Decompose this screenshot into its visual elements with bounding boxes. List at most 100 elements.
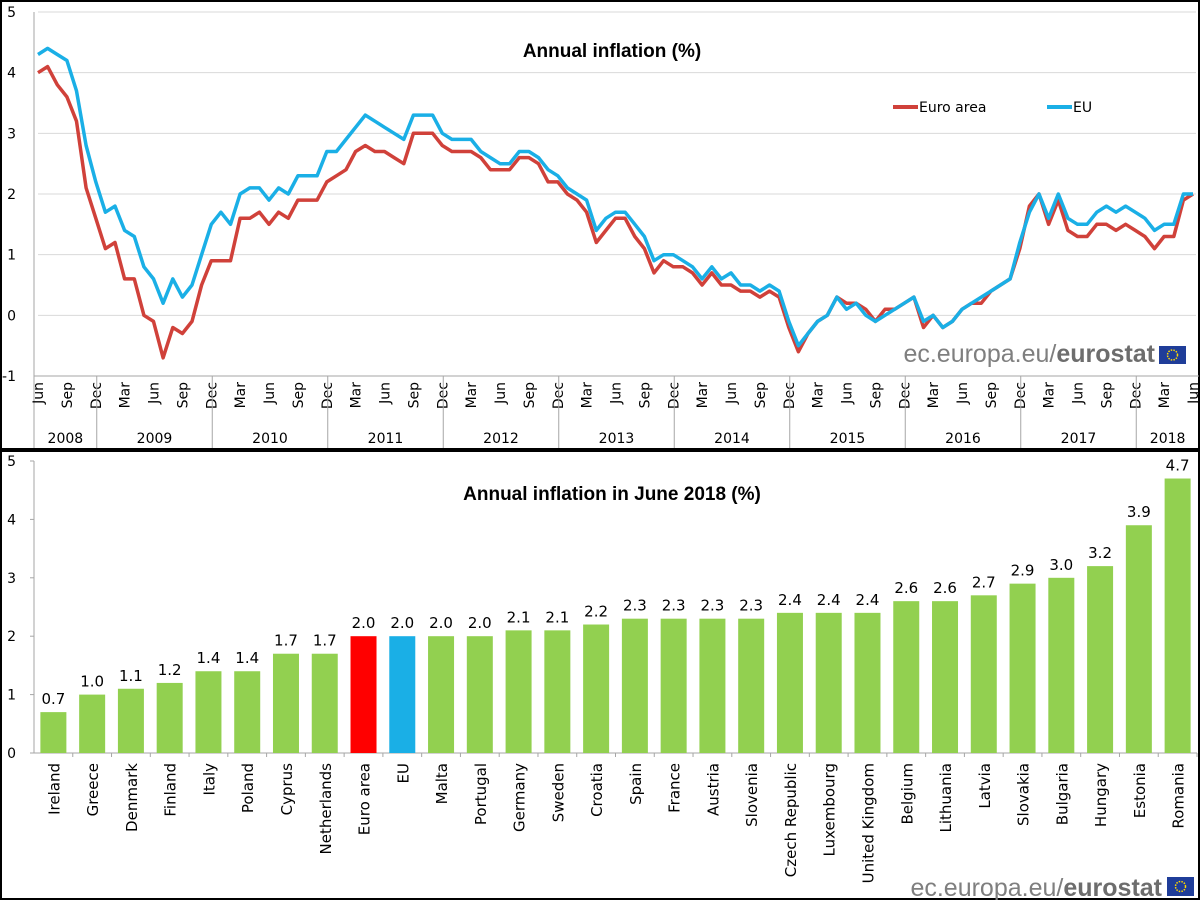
bar-united-kingdom: [854, 612, 881, 753]
svg-text:ec.europa.eu/eurostat: ec.europa.eu/eurostat: [910, 874, 1162, 900]
category-label: Hungary: [1092, 763, 1110, 827]
category-label: Italy: [200, 763, 218, 796]
category-label: Slovenia: [743, 763, 761, 827]
bar-chart-title: Annual inflation in June 2018 (%): [463, 484, 761, 505]
y-tick-label: 0: [7, 746, 16, 762]
data-label: 4.7: [1166, 457, 1190, 475]
data-label: 2.2: [584, 603, 608, 621]
bar-hungary: [1087, 566, 1114, 753]
x-month-label: Jun: [378, 382, 394, 405]
bar-croatia: [583, 624, 610, 753]
y-tick-label: 2: [7, 187, 16, 203]
x-month-label: Mar: [233, 382, 249, 409]
data-label: 3.9: [1127, 503, 1151, 521]
data-label: 2.1: [545, 608, 569, 626]
line-chart-series: [37, 46, 1194, 360]
data-label: 0.7: [41, 690, 65, 708]
x-month-label: Jun: [147, 382, 163, 405]
data-label: 2.4: [817, 591, 841, 609]
x-month-label: Jun: [840, 382, 856, 405]
data-label: 2.1: [507, 608, 531, 626]
category-label: Czech Republic: [782, 763, 800, 877]
category-label: Romania: [1170, 763, 1188, 829]
y-tick-label: 0: [7, 308, 16, 324]
bar-lithuania: [932, 601, 959, 753]
x-month-label: Sep: [753, 382, 769, 409]
x-year-label: 2018: [1150, 431, 1186, 447]
y-tick-label: -1: [2, 369, 16, 385]
category-label: France: [666, 763, 684, 813]
data-label: 2.3: [739, 597, 763, 615]
bar-poland: [234, 671, 261, 753]
data-label: 1.0: [80, 673, 104, 691]
bar-chart: 5 4 3 2 1 0 Ireland Greece Denmark Finland Italy Po…: [7, 454, 1198, 900]
category-label: Lithuania: [937, 763, 955, 832]
bar-slovakia: [1009, 583, 1036, 753]
category-label: United Kingdom: [859, 763, 877, 883]
bar-bulgaria: [1048, 577, 1075, 753]
category-label: Croatia: [588, 763, 606, 817]
x-month-label: Mar: [1042, 382, 1058, 409]
bar-belgium: [893, 601, 920, 753]
category-label: Bulgaria: [1053, 763, 1071, 825]
category-label: Poland: [239, 763, 257, 813]
category-label: Germany: [511, 763, 529, 832]
data-label: 2.3: [623, 597, 647, 615]
y-tick-label: 5: [7, 5, 16, 21]
x-month-label: Mar: [695, 382, 711, 409]
y-tick-label: 1: [7, 248, 16, 264]
legend-label-euro-area: Euro area: [919, 100, 986, 116]
eu-flag-icon: [1159, 346, 1186, 364]
svg-text:ec.europa.eu/eurostat: ec.europa.eu/eurostat: [903, 340, 1155, 368]
data-label: 2.0: [468, 614, 492, 632]
category-label: Latvia: [976, 763, 994, 809]
data-label: 2.4: [778, 591, 802, 609]
x-year-label: 2017: [1061, 431, 1097, 447]
category-label: Sweden: [549, 763, 567, 822]
data-label: 1.1: [119, 667, 143, 685]
bar-luxembourg: [815, 612, 842, 753]
bar-euro-area: [350, 636, 377, 753]
bar-chart-axes: 5 4 3 2 1 0 Ireland Greece Denmark Finland Italy Po…: [7, 454, 1198, 883]
eu-flag-icon: [1167, 877, 1194, 896]
bar-italy: [195, 671, 222, 753]
category-label: Malta: [433, 763, 451, 804]
category-label: Luxembourg: [821, 763, 839, 857]
bar-france: [660, 618, 687, 753]
x-month-label: Mar: [464, 382, 480, 409]
x-month-label: Sep: [291, 382, 307, 409]
data-label: 2.9: [1011, 562, 1035, 580]
data-label: 3.0: [1049, 556, 1073, 574]
x-month-label: Mar: [118, 382, 134, 409]
bar-sweden: [544, 630, 571, 753]
x-year-label: 2013: [599, 431, 635, 447]
x-month-label: Jun: [31, 382, 47, 405]
category-label: Estonia: [1131, 763, 1149, 818]
data-label: 2.3: [662, 597, 686, 615]
category-label: Denmark: [123, 763, 141, 832]
x-month-label: Mar: [926, 382, 942, 409]
data-label: 1.7: [313, 632, 337, 650]
bar-latvia: [970, 595, 997, 753]
x-year-label: 2011: [368, 431, 404, 447]
legend: Euro area EU: [893, 100, 1092, 116]
x-month-label: Sep: [637, 382, 653, 409]
bar-estonia: [1125, 525, 1152, 753]
x-month-label: Jun: [955, 382, 971, 405]
data-label: 2.7: [972, 573, 996, 591]
x-month-label: Mar: [811, 382, 827, 409]
y-tick-label: 3: [7, 571, 16, 587]
x-year-label: 2009: [137, 431, 173, 447]
x-year-label: 2012: [483, 431, 519, 447]
x-month-label: Sep: [406, 382, 422, 409]
series-line-eu: [37, 46, 1193, 348]
category-label: Euro area: [356, 763, 374, 835]
x-month-label: Sep: [1099, 382, 1115, 409]
x-month-label: Jun: [609, 382, 625, 405]
bar-netherlands: [311, 653, 338, 753]
data-label: 2.6: [894, 579, 918, 597]
data-label: 3.2: [1088, 544, 1112, 562]
y-tick-label: 1: [7, 688, 16, 704]
category-label: Cyprus: [278, 763, 296, 816]
